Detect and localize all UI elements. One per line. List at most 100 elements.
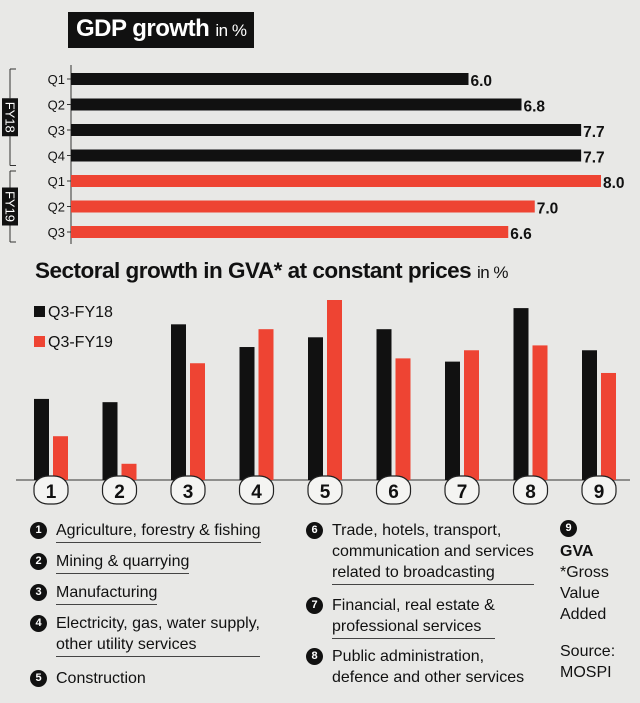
- gdp-value-label: 7.7: [583, 124, 605, 141]
- legend-text-4b: other utility services: [56, 634, 260, 657]
- gdp-group-label: FY19: [3, 191, 18, 222]
- gva-category-badge: [33, 475, 69, 505]
- gva-chart-title: Sectoral growth in GVA* at constant pric…: [35, 258, 509, 284]
- gva-bar-q3-fy18-sector-9: [582, 350, 597, 480]
- gdp-bar-fy18-q2: [71, 98, 522, 111]
- gdp-bar-fy18-q3: [71, 124, 582, 136]
- gdp-value-label: 7.7: [583, 150, 605, 167]
- gdp-chart-title: GDP growth in %: [68, 12, 255, 48]
- gdp-value-label: 7.0: [537, 201, 559, 218]
- gva-bar-q3-fy18-sector-7: [445, 361, 460, 480]
- gva-bar-q3-fy19-sector-9: [601, 372, 616, 480]
- legend-item-1: 1 Agriculture, forestry & fishing: [30, 520, 261, 543]
- gdp-bar-fy19-q2: [71, 200, 535, 213]
- gva-category-label: 7: [457, 482, 468, 503]
- gva-category-badge: [512, 475, 549, 505]
- footnote-line-1: *Gross: [560, 564, 609, 581]
- footnote-line-3: Added: [560, 606, 607, 623]
- source-name: MOSPI: [560, 664, 612, 681]
- footnote-line-2: Value: [560, 585, 600, 602]
- legend-text-3: Manufacturing: [56, 582, 158, 605]
- legend-item-5: 5 Construction: [30, 668, 146, 690]
- legend-text-9: GVA: [560, 543, 594, 560]
- legend-text-8b: defence and other services: [332, 669, 525, 686]
- legend-text-6b: communication and services: [332, 543, 534, 560]
- legend-number-1: 1: [30, 522, 47, 539]
- side-notes: 9 GVA *Gross Value Added Source: MOSPI: [560, 520, 615, 683]
- gdp-quarter-label: Q2: [48, 98, 65, 113]
- gva-bar-q3-fy18-sector-8: [513, 308, 529, 480]
- legend-text-4a: Electricity, gas, water supply,: [56, 615, 260, 632]
- gdp-group-label-box: [2, 98, 18, 137]
- legend-text-8a: Public administration,: [332, 648, 485, 665]
- gdp-value-label: 8.0: [603, 175, 625, 192]
- legend-item-8: 8 Public administration, defence and oth…: [306, 646, 525, 688]
- gva-legend-swatch: [34, 336, 45, 347]
- gva-bar-q3-fy19-sector-5: [327, 300, 342, 480]
- gdp-quarter-label: Q1: [48, 72, 65, 87]
- gdp-quarter-label: Q3: [48, 225, 65, 240]
- gva-bar-q3-fy19-sector-7: [464, 350, 479, 480]
- gva-bar-q3-fy19-sector-1: [53, 436, 68, 480]
- gva-sectoral-chart: 1 2 3 4 5 6 7 8 9 Q3-FY18 Q3-FY19: [16, 300, 630, 505]
- gdp-value-label: 6.6: [510, 226, 532, 243]
- legend-text-1: Agriculture, forestry & fishing: [56, 520, 261, 543]
- gdp-bar-fy18-q1: [71, 73, 469, 85]
- gva-bar-q3-fy19-sector-6: [395, 358, 411, 480]
- gva-category-label: 9: [594, 482, 605, 503]
- gva-bar-q3-fy19-sector-4: [258, 329, 274, 480]
- gva-category-badge: [238, 475, 275, 505]
- gva-category-label: 8: [525, 482, 536, 503]
- gva-legend-label: Q3-FY18: [48, 304, 113, 321]
- legend-number-9: 9: [560, 520, 577, 537]
- gva-category-label: 1: [46, 482, 57, 503]
- gva-legend-swatch: [34, 306, 45, 317]
- gva-bar-q3-fy18-sector-2: [102, 402, 118, 480]
- legend-item-7: 7 Financial, real estate & professional …: [306, 595, 495, 639]
- gdp-bar-fy19-q3: [71, 226, 509, 238]
- gva-bar-q3-fy19-sector-3: [190, 363, 205, 480]
- gva-category-label: 3: [183, 482, 194, 503]
- gdp-quarter-label: Q3: [48, 123, 65, 138]
- legend-text-7b: professional services: [332, 616, 495, 639]
- gdp-title-text: GDP growth: [76, 15, 210, 42]
- gva-category-label: 4: [251, 482, 262, 503]
- gva-title-unit: in %: [476, 263, 509, 282]
- gva-category-badge: [444, 475, 480, 505]
- legend-number-4: 4: [30, 615, 47, 632]
- gdp-bar-fy18-q4: [71, 149, 582, 162]
- gdp-bar-fy19-q1: [71, 175, 601, 187]
- gva-category-label: 6: [388, 482, 399, 503]
- legend-number-2: 2: [30, 553, 47, 570]
- gva-bar-q3-fy18-sector-1: [34, 398, 49, 480]
- gva-legend-label: Q3-FY19: [48, 334, 113, 351]
- legend-number-8: 8: [306, 648, 323, 665]
- legend-number-7: 7: [306, 597, 323, 614]
- gva-bar-q3-fy19-sector-8: [532, 345, 548, 480]
- gdp-value-label: 6.8: [524, 99, 546, 116]
- gva-bar-q3-fy18-sector-4: [239, 347, 255, 480]
- gva-bar-q3-fy18-sector-6: [376, 329, 392, 480]
- gdp-value-label: 6.0: [471, 73, 493, 90]
- legend-number-5: 5: [30, 670, 47, 687]
- source-label: Source:: [560, 643, 616, 660]
- gva-category-badge: [307, 475, 343, 505]
- legend-text-6c: related to broadcasting: [332, 562, 534, 585]
- gdp-quarter-label: Q4: [48, 149, 65, 164]
- legend-text-5: Construction: [56, 670, 146, 687]
- gdp-quarter-label: Q1: [48, 174, 65, 189]
- gva-bar-q3-fy18-sector-3: [171, 324, 186, 480]
- legend-text-6a: Trade, hotels, transport,: [332, 522, 502, 539]
- gdp-title-unit: in %: [215, 21, 247, 40]
- legend-text-2: Mining & quarrying: [56, 551, 190, 574]
- gva-category-badge: [170, 475, 206, 505]
- legend-text-7a: Financial, real estate &: [332, 597, 495, 614]
- gva-category-badge: [101, 475, 138, 505]
- gva-bar-q3-fy18-sector-5: [308, 337, 323, 480]
- gva-category-badge: [581, 475, 617, 505]
- gva-category-badge: [375, 475, 412, 505]
- gva-title-text: Sectoral growth in GVA* at constant pric…: [35, 258, 472, 283]
- gdp-quarter-label: Q2: [48, 200, 65, 215]
- legend-item-3: 3 Manufacturing: [30, 582, 158, 605]
- legend-number-6: 6: [306, 522, 323, 539]
